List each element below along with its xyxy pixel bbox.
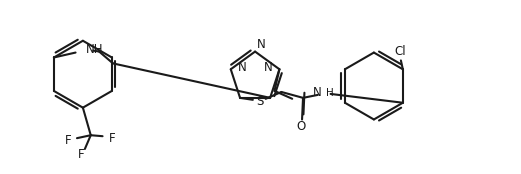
Text: NH: NH	[85, 43, 103, 56]
Text: F: F	[65, 134, 71, 147]
Text: N: N	[257, 38, 266, 51]
Text: N: N	[313, 86, 322, 99]
Text: O: O	[296, 120, 306, 133]
Text: F: F	[108, 132, 115, 145]
Text: Cl: Cl	[394, 45, 406, 58]
Text: N: N	[238, 61, 246, 74]
Text: H: H	[326, 88, 333, 98]
Text: S: S	[256, 95, 264, 108]
Text: F: F	[78, 148, 84, 161]
Text: N: N	[264, 61, 272, 74]
